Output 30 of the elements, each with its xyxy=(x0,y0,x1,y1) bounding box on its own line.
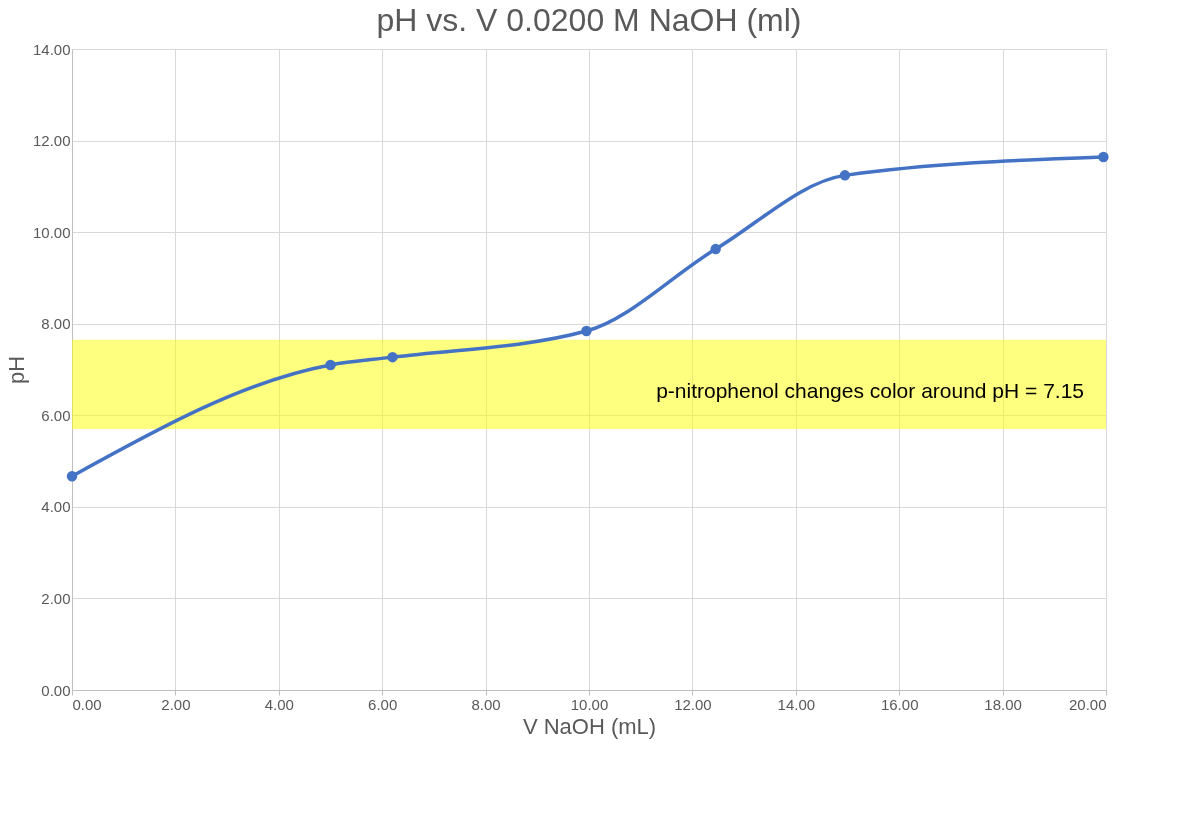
point xyxy=(66,470,78,482)
y-tick-label: 8.00 xyxy=(41,315,71,333)
y-tick-label: 4.00 xyxy=(41,498,71,516)
x-tick-label: 4.00 xyxy=(264,695,294,713)
y-tick-label: 10.00 xyxy=(32,223,71,241)
x-tick-label: 14.00 xyxy=(777,695,816,713)
x-tick-label: 6.00 xyxy=(368,695,398,713)
x-tick-label: 12.00 xyxy=(674,695,712,713)
point xyxy=(581,325,592,337)
point xyxy=(387,351,398,363)
x-axis-title: V NaOH (mL) xyxy=(522,713,657,739)
x-tick-label: 10.00 xyxy=(570,695,609,713)
y-tick-label: 6.00 xyxy=(41,406,71,424)
point xyxy=(325,359,336,371)
point xyxy=(839,170,851,181)
y-tick-label: 0.00 xyxy=(41,681,71,699)
x-tick-label: 2.00 xyxy=(161,695,191,713)
x-tick-label: 8.00 xyxy=(471,695,501,713)
y-tick-label: 2.00 xyxy=(41,589,71,607)
y-tick-label: 14.00 xyxy=(32,40,71,58)
chart-title: pH vs. V 0.0200 M NaOH (ml) xyxy=(376,2,802,38)
band-label: p-nitrophenol changes color around pH = 7.15 xyxy=(656,379,1084,403)
y-axis-title: pH xyxy=(3,355,29,385)
x-tick-label: 16.00 xyxy=(880,695,919,713)
x-tick-label: 0.00 xyxy=(72,695,102,713)
x-tick-label: 18.00 xyxy=(984,695,1022,713)
x-tick-label: 20.00 xyxy=(1068,695,1107,713)
y-tick-label: 12.00 xyxy=(32,132,71,150)
point xyxy=(1098,151,1109,163)
point xyxy=(710,243,721,255)
